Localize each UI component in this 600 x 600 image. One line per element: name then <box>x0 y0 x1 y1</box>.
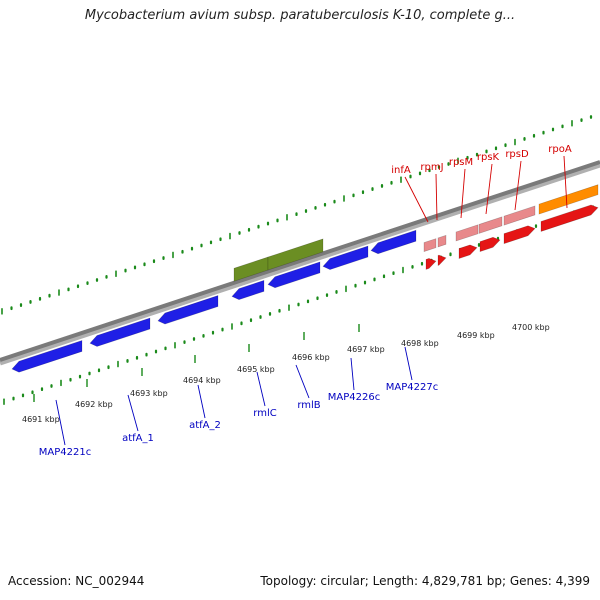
tick-label: 4700 kbp <box>512 323 550 332</box>
tick-label: 4692 kbp <box>75 400 113 409</box>
label-leader <box>485 163 493 215</box>
minus-strand-gene <box>370 229 417 255</box>
label-leader <box>404 346 413 381</box>
gene-label: rpsK <box>477 152 500 163</box>
highlight-region <box>267 238 324 271</box>
gene-label: rpoA <box>548 144 572 155</box>
gene-label: rpsM <box>449 157 473 168</box>
gene-features <box>11 184 599 373</box>
gene-label: rpsD <box>505 149 529 160</box>
minus-strand-gene <box>231 279 265 300</box>
gene-label: atfA_2 <box>189 420 221 431</box>
plus-strand-cds <box>455 224 479 242</box>
label-leader <box>55 399 66 446</box>
tick-label: 4698 kbp <box>401 339 439 348</box>
plus-strand-gene <box>503 225 536 245</box>
gene-label: MAP4221c <box>39 447 91 458</box>
upper-scale-track: 4698 kbp 4699 kbp 4700 kbp <box>1 115 593 348</box>
plus-strand-gene <box>437 254 447 266</box>
label-leader <box>256 371 266 407</box>
accession-text: Accession: NC_002944 <box>8 574 145 588</box>
label-leader <box>563 155 568 209</box>
gene-label: infA <box>391 165 411 176</box>
label-leader <box>404 176 429 223</box>
minus-strand-gene <box>11 340 83 373</box>
minus-strand-gene <box>267 261 321 289</box>
gene-labels: MAP4221c atfA_1 atfA_2 rmlC rmlB MAP4226c MAP4… <box>39 144 572 458</box>
backbone-line <box>0 160 600 362</box>
plus-strand-cds <box>503 205 536 226</box>
orange-feature <box>538 184 599 215</box>
tick-label: 4693 kbp <box>130 389 168 398</box>
label-leader <box>197 384 206 419</box>
label-leader <box>127 394 139 432</box>
genome-title: Mycobacterium avium subsp. paratuberculo… <box>84 8 516 23</box>
plus-strand-gene <box>540 204 599 232</box>
minus-strand-gene <box>157 295 219 325</box>
label-leader <box>514 160 522 211</box>
tick-label: 4697 kbp <box>347 345 385 354</box>
tick-label: 4694 kbp <box>183 376 221 385</box>
tick-label: 4695 kbp <box>237 365 275 374</box>
minus-strand-gene <box>89 317 151 347</box>
tick-label: 4699 kbp <box>457 331 495 340</box>
gene-label: MAP4227c <box>386 382 438 393</box>
plus-strand-gene <box>425 258 437 270</box>
gene-label: rpmJ <box>420 162 443 173</box>
gene-label: atfA_1 <box>122 433 154 444</box>
plus-strand-cds <box>423 238 437 252</box>
plus-strand-gene <box>458 244 478 259</box>
minus-strand-gene <box>322 245 369 270</box>
gene-label: MAP4226c <box>328 392 380 403</box>
plus-strand-gene <box>479 236 501 253</box>
topology-summary: Topology: circular; Length: 4,829,781 bp… <box>260 574 590 588</box>
label-leader <box>350 357 355 391</box>
tick-label: 4691 kbp <box>22 415 60 424</box>
tick-label: 4696 kbp <box>292 353 330 362</box>
gene-label: rmlB <box>297 400 320 411</box>
label-leader <box>295 364 310 399</box>
gene-label: rmlC <box>253 408 276 419</box>
backbone-shadow <box>0 162 600 366</box>
plus-strand-cds <box>478 216 503 234</box>
genome-backbone <box>0 160 600 366</box>
label-leader <box>435 173 438 221</box>
label-leader <box>460 168 466 219</box>
plus-strand-cds <box>437 234 447 248</box>
